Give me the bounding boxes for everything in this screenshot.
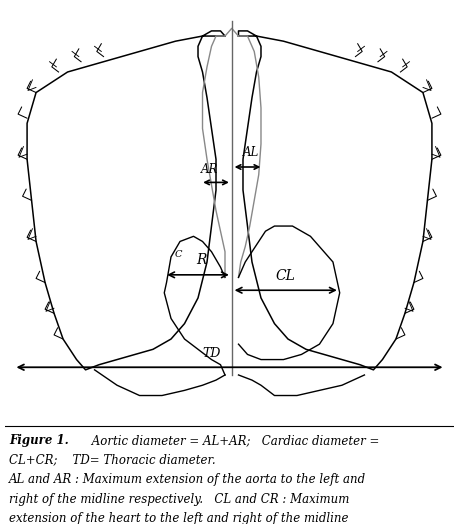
Text: AR: AR xyxy=(201,163,218,176)
Text: AL and AR : Maximum extension of the aorta to the left and: AL and AR : Maximum extension of the aor… xyxy=(9,473,366,486)
Text: TD: TD xyxy=(202,346,221,359)
Text: CL: CL xyxy=(276,268,296,282)
Text: extension of the heart to the left and right of the midline: extension of the heart to the left and r… xyxy=(9,512,348,524)
Text: Figure 1.: Figure 1. xyxy=(9,434,69,447)
Text: C: C xyxy=(175,250,182,259)
Text: right of the midline respectively.   CL and CR : Maximum: right of the midline respectively. CL an… xyxy=(9,493,349,506)
Text: AL: AL xyxy=(243,146,259,159)
Text: R: R xyxy=(196,253,206,267)
Text: CL+CR;    TD= Thoracic diameter.: CL+CR; TD= Thoracic diameter. xyxy=(9,454,216,466)
Text: Aortic diameter = AL+AR;   Cardiac diameter =: Aortic diameter = AL+AR; Cardiac diamete… xyxy=(88,434,379,447)
